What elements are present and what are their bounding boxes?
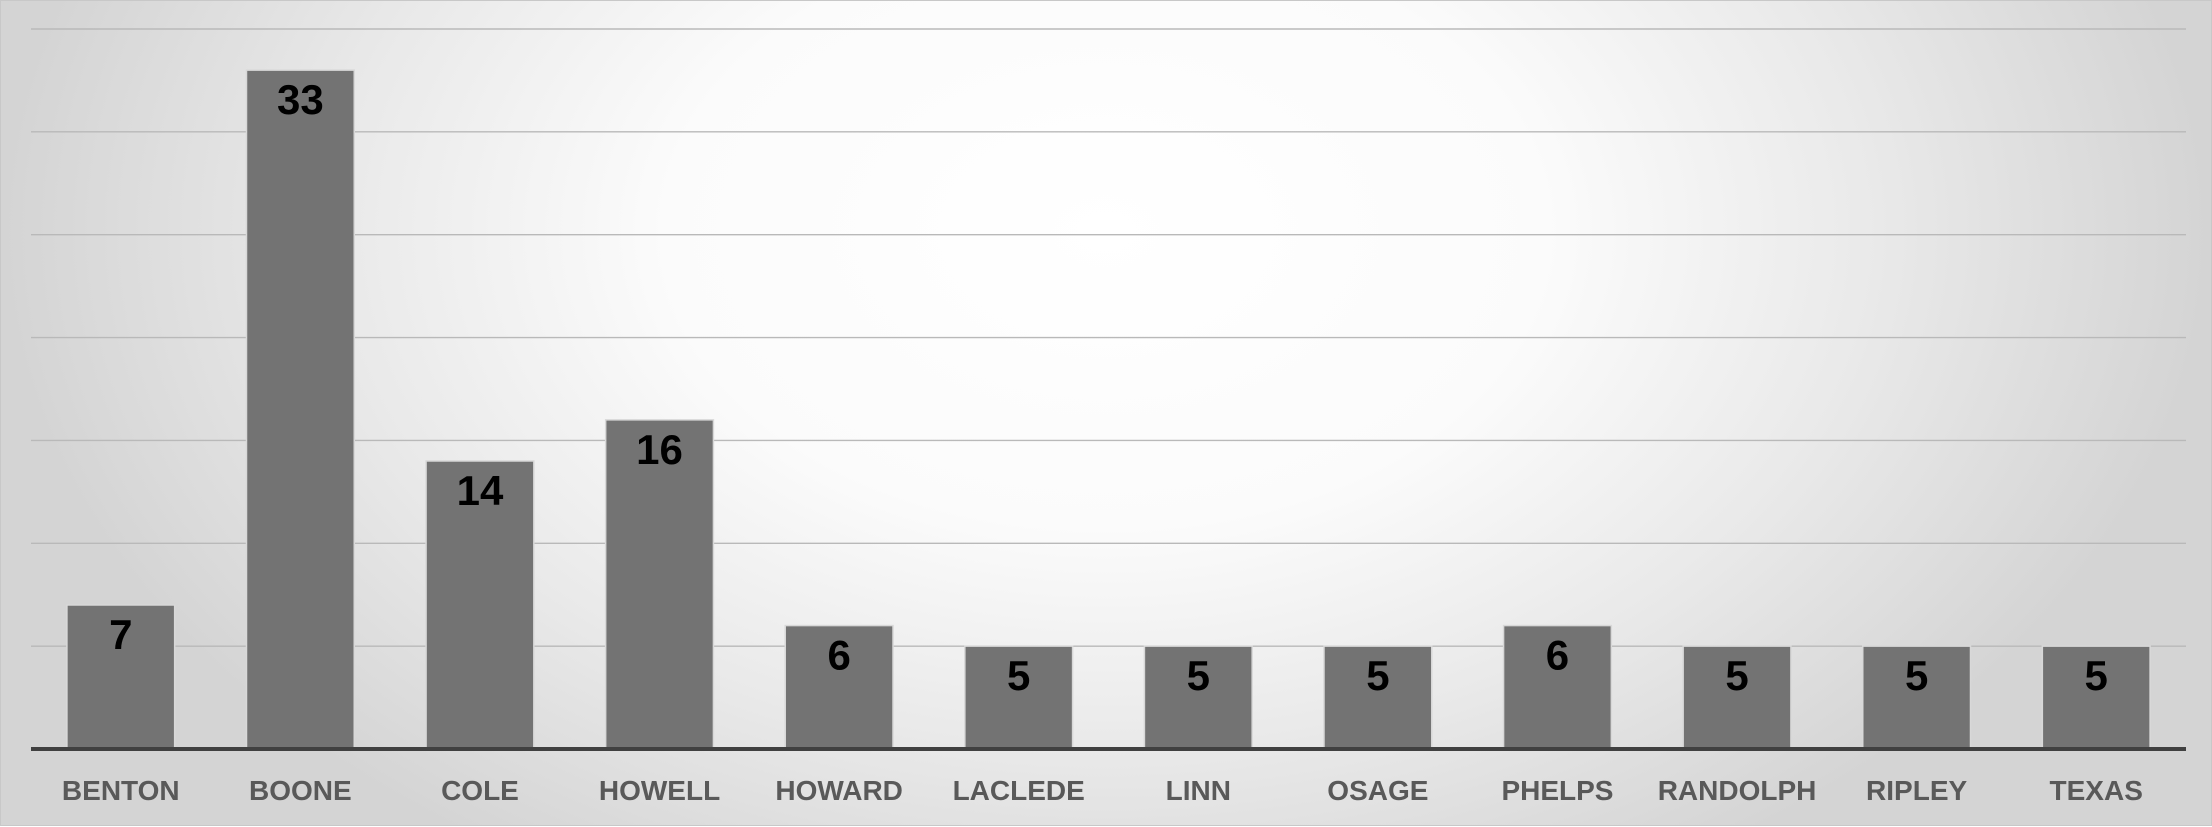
data-label-phelps: 6	[1546, 632, 1569, 679]
data-label-randolph: 5	[1725, 652, 1748, 699]
data-labels: 7 33 14 16 6 5 5 5 6 5 5 5	[109, 76, 2108, 699]
x-tick-label-ripley: RIPLEY	[1866, 775, 1967, 806]
x-tick-label-laclede: LACLEDE	[953, 775, 1085, 806]
bar-phelps	[1502, 624, 1613, 750]
data-label-ripley: 5	[1905, 652, 1928, 699]
x-tick-label-linn: LINN	[1166, 775, 1231, 806]
bar-howard	[784, 624, 894, 750]
bar-linn	[1143, 645, 1253, 750]
x-tick-label-boone: BOONE	[249, 775, 352, 806]
bar-osage	[1323, 645, 1433, 750]
bars	[66, 69, 2151, 750]
data-label-boone: 33	[277, 76, 324, 123]
data-label-cole: 14	[457, 467, 504, 514]
bar-howell	[604, 419, 715, 750]
data-label-laclede: 5	[1007, 652, 1030, 699]
x-axis-tick-labels: BENTON BOONE COLE HOWELL HOWARD LACLEDE LINN OS…	[62, 775, 2143, 806]
bar-ripley	[1862, 645, 1972, 750]
gridlines	[31, 28, 2186, 647]
data-label-linn: 5	[1187, 652, 1210, 699]
x-tick-label-phelps: PHELPS	[1501, 775, 1613, 806]
x-tick-label-cole: COLE	[441, 775, 519, 806]
data-label-texas: 5	[2085, 652, 2108, 699]
data-label-osage: 5	[1366, 652, 1389, 699]
x-tick-label-howell: HOWELL	[599, 775, 720, 806]
data-label-howell: 16	[636, 426, 683, 473]
x-tick-label-texas: TEXAS	[2050, 775, 2143, 806]
bar-boone	[245, 69, 355, 750]
x-tick-label-howard: HOWARD	[775, 775, 903, 806]
data-label-howard: 6	[827, 632, 850, 679]
data-label-benton: 7	[109, 611, 132, 658]
x-tick-label-randolph: RANDOLPH	[1658, 775, 1817, 806]
x-tick-label-benton: BENTON	[62, 775, 180, 806]
bar-laclede	[964, 645, 1074, 750]
bar-cole	[425, 460, 535, 750]
bar-texas	[2041, 645, 2151, 750]
x-tick-label-osage: OSAGE	[1327, 775, 1428, 806]
